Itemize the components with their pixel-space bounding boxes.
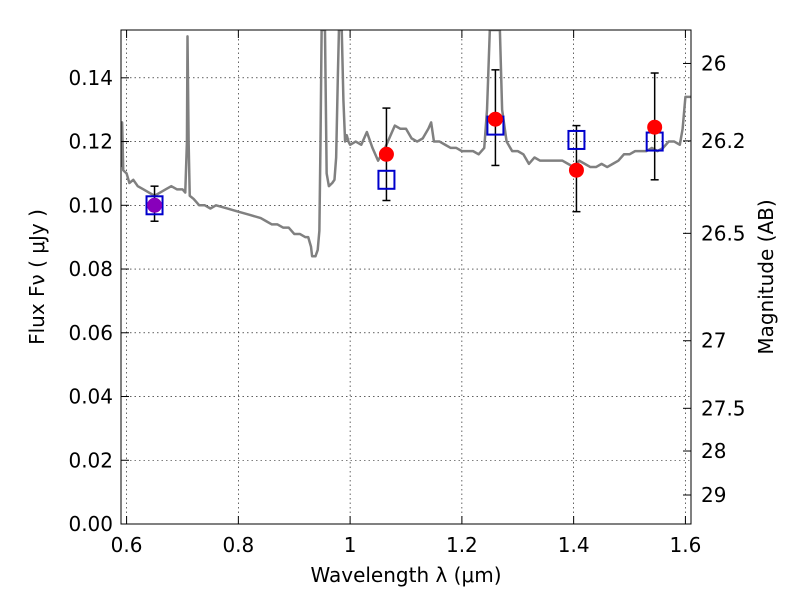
plot-frame — [120, 29, 692, 525]
observed-point — [378, 146, 394, 162]
y-tick-label: 0.14 — [68, 66, 113, 90]
spectrum-line — [121, 30, 691, 258]
spectrum-series — [121, 30, 691, 258]
observed-point — [568, 162, 584, 178]
model-point — [567, 129, 586, 150]
y-tick-label: 0.06 — [68, 321, 113, 345]
right-tick-label: 26 — [701, 51, 726, 75]
x-tick-label: 1.4 — [558, 533, 590, 557]
x-tick-label: 1 — [344, 533, 357, 557]
x-tick-label: 0.8 — [222, 533, 254, 557]
y-tick-label: 0.04 — [68, 385, 113, 409]
axis-ticks: 0.6 0.8 1 1.2 1.4 1.6 0.00 0.02 0.04 0.06 0.08 0.10… — [68, 30, 746, 557]
y-tick-label: 0.10 — [68, 193, 113, 217]
model-point — [145, 195, 164, 216]
y-axis-title: Flux Fν ( μJy ) — [25, 209, 49, 345]
plot-background — [121, 30, 691, 524]
y-tick-label: 0.08 — [68, 257, 113, 281]
x-tick-label: 1.2 — [446, 533, 478, 557]
observed-series — [147, 111, 663, 213]
right-tick-label: 27.5 — [701, 396, 746, 420]
right-tick-label: 29 — [701, 483, 726, 507]
x-axis-title: Wavelength λ (μm) — [310, 563, 501, 587]
x-tick-label: 1.6 — [670, 533, 702, 557]
right-tick-label: 27 — [701, 329, 726, 353]
y-tick-label: 0.00 — [68, 512, 113, 536]
right-tick-label: 26.5 — [701, 221, 746, 245]
observed-point — [647, 119, 663, 135]
right-axis-title: Magnitude (AB) — [754, 199, 778, 354]
right-tick-label: 26.2 — [701, 129, 746, 153]
y-tick-label: 0.02 — [68, 448, 113, 472]
observed-point — [147, 197, 163, 213]
observed-point — [487, 111, 503, 127]
x-tick-label: 0.6 — [111, 533, 143, 557]
y-tick-label: 0.12 — [68, 130, 113, 154]
right-tick-label: 28 — [701, 439, 726, 463]
model-point — [377, 169, 396, 190]
